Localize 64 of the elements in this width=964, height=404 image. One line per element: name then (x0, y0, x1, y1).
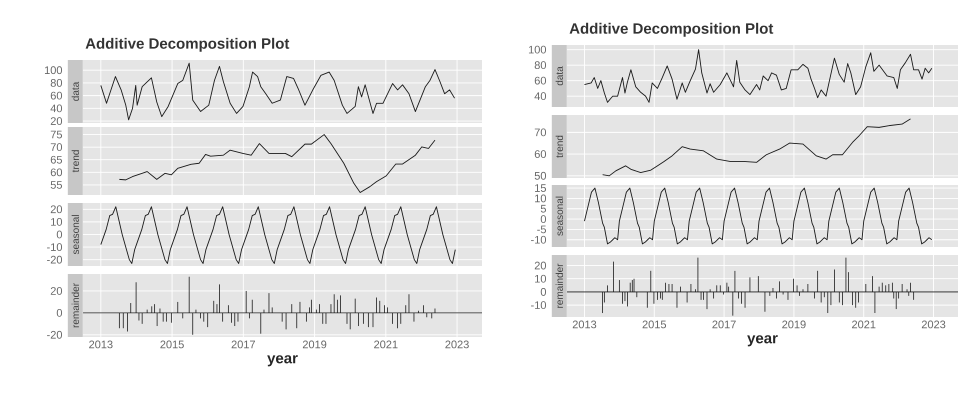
y-tick-label: 40 (50, 104, 62, 112)
y-tick-label: -20 (47, 330, 62, 339)
x-tick-label: 2013 (89, 340, 113, 348)
line-series (602, 118, 911, 176)
line-series (100, 62, 456, 120)
y-tick-label: 20 (534, 262, 546, 270)
y-axis-title: remainder (556, 264, 563, 308)
y-tick-label: 55 (50, 181, 62, 189)
x-axis-title: year (267, 355, 298, 366)
y-tick-label: 60 (534, 76, 546, 85)
x-tick-label: 2021 (374, 340, 398, 348)
y-tick-label: 70 (534, 128, 546, 136)
y-tick-label: 50 (534, 172, 546, 180)
y-tick-label: 15 (535, 184, 546, 192)
y-tick-label: 100 (44, 66, 62, 74)
y-tick-label: 100 (528, 46, 546, 54)
y-tick-label: 10 (535, 274, 546, 283)
y-tick-label: 65 (50, 156, 62, 164)
y-tick-label: 70 (50, 143, 62, 152)
y-axis-title: seasonal (72, 215, 79, 254)
chart-title: Additive Decomposition Plot (86, 38, 290, 52)
y-tick-label: 0 (56, 309, 62, 317)
x-tick-label: 2023 (922, 320, 946, 328)
x-tick-label: 2013 (572, 320, 596, 328)
y-tick-label: -5 (537, 226, 546, 234)
x-tick-label: 2021 (852, 320, 876, 328)
y-tick-label: 0 (540, 215, 546, 223)
y-tick-label: 0 (56, 230, 62, 238)
y-tick-label: 75 (50, 130, 62, 138)
y-tick-label: 10 (51, 218, 62, 226)
x-axis-title: year (747, 335, 778, 346)
y-tick-label: 60 (50, 92, 62, 100)
y-tick-label: 60 (50, 168, 62, 176)
y-tick-label: 60 (534, 150, 546, 158)
y-tick-label: -10 (531, 301, 546, 310)
x-tick-label: 2019 (302, 340, 326, 348)
y-tick-label: 20 (50, 205, 62, 214)
y-axis-title: data (72, 82, 79, 101)
y-axis-title: data (556, 66, 563, 86)
y-tick-label: 5 (540, 204, 546, 213)
chart-title: Additive Decomposition Plot (570, 22, 774, 37)
y-axis-title: trend (72, 150, 79, 172)
x-tick-label: 2015 (642, 320, 666, 328)
y-axis-title: trend (556, 136, 563, 158)
x-tick-label: 2015 (160, 340, 184, 348)
y-tick-label: -20 (47, 256, 62, 264)
line-series (118, 134, 436, 193)
line-series (584, 49, 932, 103)
y-tick-label: 10 (535, 194, 546, 202)
y-tick-label: -10 (531, 236, 546, 244)
y-tick-label: 20 (50, 117, 62, 125)
y-tick-label: 80 (50, 79, 62, 87)
line-series (100, 206, 456, 264)
x-tick-label: 2023 (445, 340, 469, 348)
y-tick-label: 0 (540, 288, 546, 296)
y-tick-label: 20 (50, 287, 62, 295)
y-tick-label: -10 (47, 243, 62, 251)
y-tick-label: 80 (534, 61, 546, 70)
x-tick-label: 2017 (232, 340, 256, 348)
y-axis-title: seasonal (556, 196, 563, 236)
y-tick-label: 40 (534, 92, 546, 100)
x-tick-label: 2019 (782, 320, 806, 328)
y-axis-title: remainder (72, 283, 79, 328)
x-tick-label: 2017 (712, 320, 736, 328)
